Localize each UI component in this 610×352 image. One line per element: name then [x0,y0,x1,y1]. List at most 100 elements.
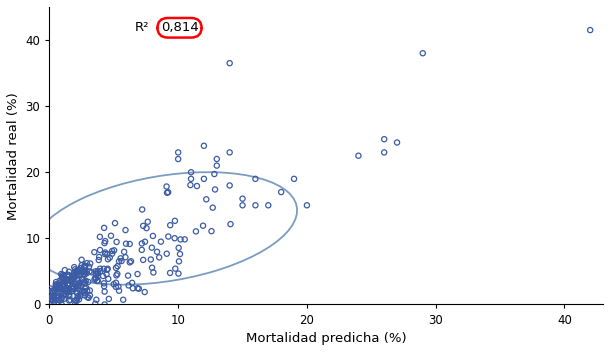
Point [74,267,84,273]
Point [116,256,126,261]
Point [84,279,93,285]
Point [46,297,56,303]
Point [64,274,74,279]
Point [60,267,70,273]
Point [68,286,77,292]
Point [71,298,81,304]
Point [76,284,85,289]
Point [379,136,389,142]
Point [170,266,180,271]
Point [61,292,71,298]
Point [70,274,79,279]
Point [251,202,260,208]
Point [132,285,142,291]
Point [134,286,144,291]
Point [146,257,156,262]
Point [103,257,113,262]
Text: R²: R² [135,21,149,34]
Point [60,286,70,292]
Point [92,297,101,303]
Point [91,271,101,276]
Point [65,289,74,295]
Point [128,285,138,291]
Point [73,282,83,288]
Point [96,268,106,274]
Point [57,272,67,278]
Point [226,221,235,227]
Point [147,245,157,251]
Point [57,282,67,288]
Point [87,270,96,275]
Point [59,272,69,278]
Point [148,270,158,275]
Point [138,223,148,229]
Point [91,272,101,277]
Point [77,269,87,275]
Point [95,247,105,253]
Point [132,271,142,277]
Point [81,293,90,298]
Point [85,288,95,293]
Point [199,176,209,182]
Point [93,271,102,276]
Point [224,60,234,66]
Point [62,272,72,278]
Point [79,290,89,295]
Point [93,278,102,284]
Point [80,288,90,294]
Point [73,283,83,289]
Point [59,296,69,302]
Point [68,277,77,282]
Point [62,286,71,292]
Point [57,283,66,288]
Point [63,277,73,283]
Point [100,302,110,307]
Point [47,288,57,294]
Point [52,302,62,307]
Point [71,268,81,274]
Point [66,278,76,284]
Point [175,251,185,257]
Point [48,289,57,294]
Point [170,235,179,241]
Point [112,272,121,278]
Point [76,291,86,296]
Point [180,237,190,242]
Point [173,156,183,162]
Point [57,291,66,296]
Point [49,294,59,300]
Point [59,282,68,288]
Point [174,245,184,251]
Point [81,285,91,290]
Point [79,277,88,283]
Point [76,265,85,271]
Point [201,196,211,202]
Point [65,293,74,299]
Point [54,293,63,299]
Point [66,277,76,283]
Point [99,225,109,231]
Point [74,287,84,293]
Point [62,282,72,288]
Point [65,282,74,288]
Point [85,260,95,266]
Point [79,268,89,274]
Point [114,258,124,264]
Point [121,254,131,260]
Point [170,218,180,224]
Point [64,269,74,275]
Point [238,202,248,208]
Point [46,299,56,305]
Point [80,269,90,274]
Point [49,294,59,300]
Point [59,290,69,295]
Point [140,289,149,295]
Point [162,184,171,189]
Point [102,251,112,257]
Point [186,176,196,182]
Point [52,285,62,291]
Point [90,301,100,307]
Point [46,291,56,296]
Point [163,189,173,195]
Point [54,282,64,288]
